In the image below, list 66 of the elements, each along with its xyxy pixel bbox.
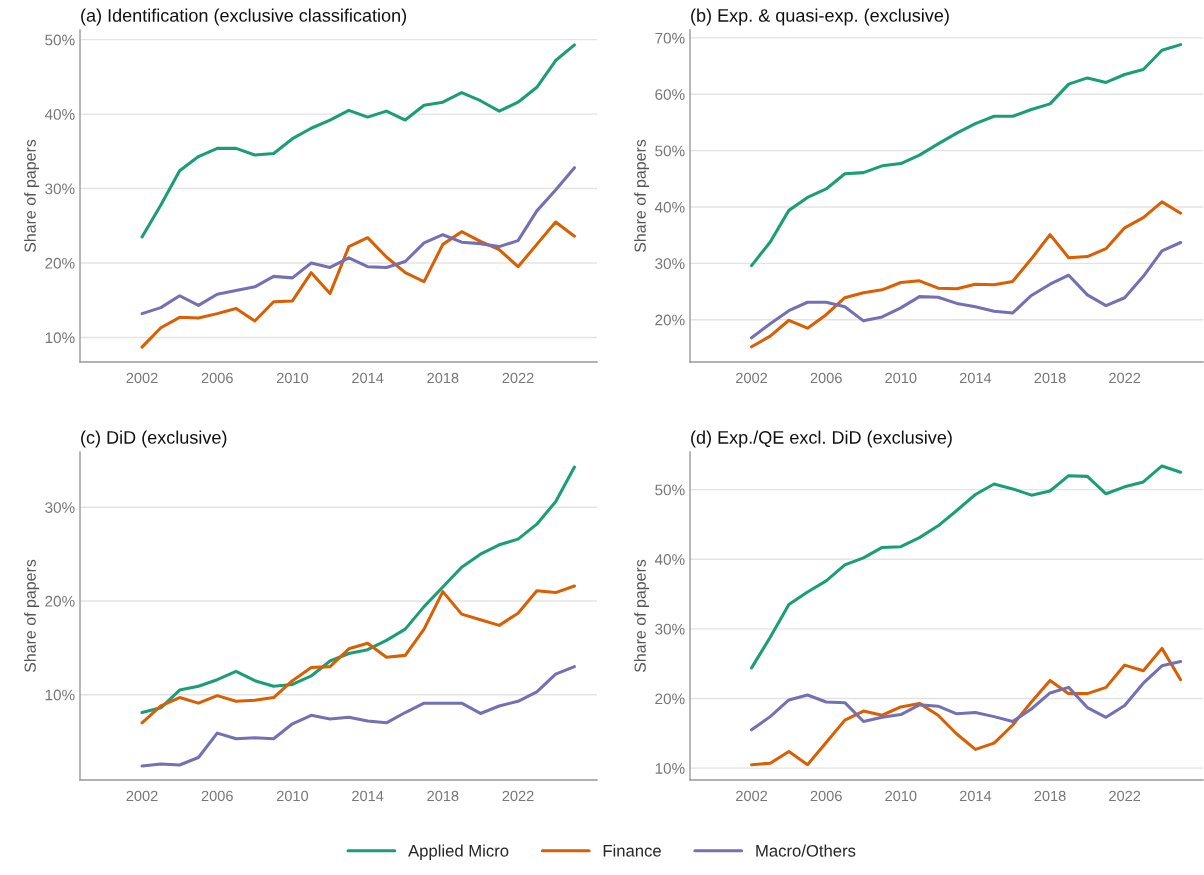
x-tick-label: 2002 bbox=[736, 372, 768, 384]
y-tick-label: 60% bbox=[655, 89, 685, 100]
y-axis-title: Share of papers bbox=[24, 139, 40, 253]
y-tick-label: 40% bbox=[654, 554, 685, 565]
y-tick-label: 20% bbox=[655, 314, 685, 326]
x-tick-label: 2022 bbox=[1109, 372, 1141, 384]
x-tick-label: 2006 bbox=[201, 372, 233, 384]
y-tick-label: 70% bbox=[655, 32, 685, 44]
chart-title: (a) Identification (exclusive classification) bbox=[81, 8, 407, 26]
x-tick-label: 2022 bbox=[502, 372, 534, 384]
y-tick-label: 40% bbox=[654, 201, 685, 213]
y-tick-label: 50% bbox=[45, 34, 75, 46]
x-tick-label: 2010 bbox=[885, 790, 917, 802]
x-tick-label: 2018 bbox=[427, 372, 459, 384]
line-series bbox=[750, 43, 1183, 268]
line-series bbox=[750, 464, 1183, 670]
y-tick-label: 20% bbox=[45, 257, 75, 269]
y-axis-title: Share of papers bbox=[634, 139, 650, 253]
x-tick-label: 2010 bbox=[276, 790, 309, 802]
chart-title: (d) Exp./QE excl. DiD (exclusive) bbox=[691, 430, 952, 448]
x-tick-label: 2006 bbox=[201, 790, 233, 802]
line-series bbox=[140, 665, 576, 768]
y-tick-label: 30% bbox=[655, 258, 685, 270]
y-tick-label: 20% bbox=[655, 693, 685, 705]
y-axis-title: Share of papers bbox=[634, 559, 650, 673]
legend-label: Finance bbox=[603, 844, 661, 857]
x-tick-label: 2002 bbox=[126, 790, 158, 802]
x-tick-label: 2006 bbox=[810, 372, 842, 384]
y-tick-label: 40% bbox=[44, 108, 75, 120]
line-series bbox=[140, 584, 576, 725]
x-tick-label: 2014 bbox=[959, 790, 992, 802]
x-tick-label: 2014 bbox=[352, 372, 384, 384]
y-tick-label: 50% bbox=[655, 484, 685, 496]
line-series bbox=[140, 220, 576, 349]
x-tick-label: 2018 bbox=[1034, 790, 1066, 802]
x-tick-label: 2022 bbox=[1109, 790, 1141, 802]
chart-title: (c) DiD (exclusive) bbox=[81, 430, 227, 448]
y-tick-label: 30% bbox=[45, 183, 75, 195]
x-tick-label: 2018 bbox=[1034, 372, 1066, 384]
y-tick-label: 10% bbox=[655, 763, 685, 774]
legend-label: Applied Micro bbox=[408, 844, 509, 860]
y-tick-label: 20% bbox=[45, 595, 75, 607]
legend-label: Macro/Others bbox=[756, 844, 856, 857]
x-tick-label: 2014 bbox=[959, 372, 992, 384]
line-series bbox=[140, 166, 576, 316]
line-series bbox=[750, 660, 1183, 732]
x-tick-label: 2002 bbox=[736, 790, 768, 802]
line-series bbox=[750, 240, 1183, 340]
y-tick-label: 30% bbox=[45, 502, 75, 513]
line-series bbox=[140, 43, 576, 239]
x-tick-label: 2018 bbox=[427, 790, 459, 802]
line-series bbox=[750, 646, 1183, 767]
x-tick-label: 2002 bbox=[126, 372, 158, 384]
x-tick-label: 2010 bbox=[885, 372, 917, 384]
line-series bbox=[140, 465, 576, 715]
x-tick-label: 2010 bbox=[276, 372, 309, 384]
y-tick-label: 50% bbox=[655, 145, 685, 157]
y-tick-label: 10% bbox=[45, 689, 75, 701]
line-series bbox=[750, 200, 1183, 349]
x-tick-label: 2022 bbox=[502, 790, 534, 802]
y-axis-title: Share of papers bbox=[24, 559, 40, 673]
x-tick-label: 2014 bbox=[352, 790, 384, 802]
y-tick-label: 30% bbox=[655, 623, 685, 635]
y-tick-label: 10% bbox=[45, 332, 75, 344]
chart-title: (b) Exp. & quasi-exp. (exclusive) bbox=[691, 8, 949, 26]
x-tick-label: 2006 bbox=[810, 790, 842, 802]
